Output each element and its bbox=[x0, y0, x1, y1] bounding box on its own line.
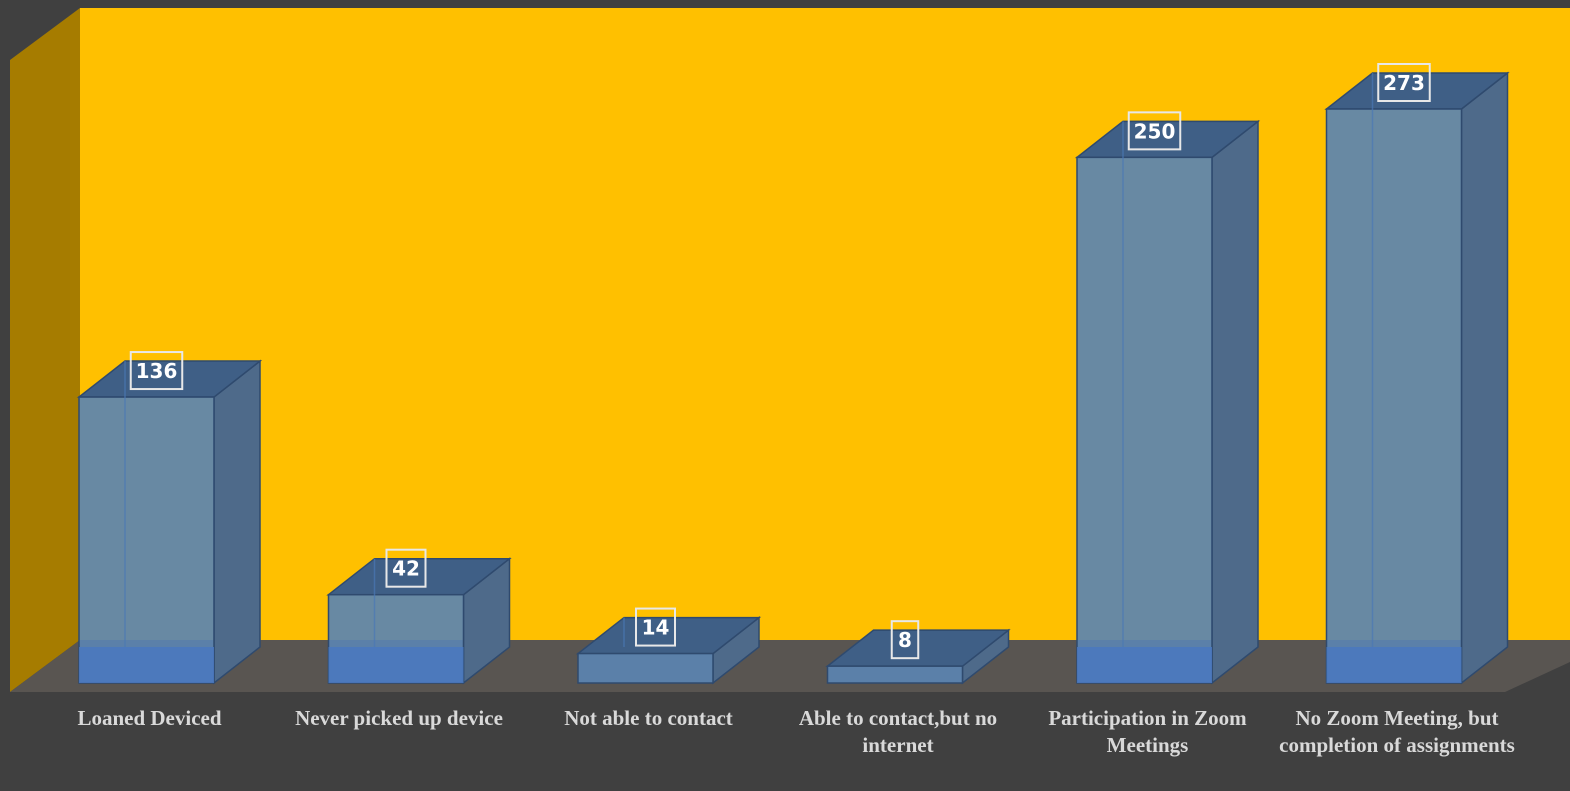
data-label: 250 bbox=[1127, 111, 1182, 151]
data-label-text: 273 bbox=[1383, 71, 1425, 95]
data-label: 136 bbox=[129, 351, 184, 391]
category-label: Not able to contact bbox=[564, 706, 733, 730]
data-label-box bbox=[635, 607, 676, 647]
bar-side bbox=[1460, 71, 1509, 685]
bar-base-shade bbox=[1326, 647, 1462, 683]
bar-5 bbox=[1074, 119, 1261, 685]
bar-base-shade bbox=[328, 647, 464, 683]
bar-front bbox=[577, 652, 714, 684]
data-labels: 136 42 14 8 250 273 bbox=[129, 63, 1431, 660]
bar-front bbox=[826, 665, 964, 684]
data-label-text: 14 bbox=[642, 616, 670, 640]
data-label-text: 136 bbox=[136, 359, 178, 383]
bar-6 bbox=[1324, 71, 1510, 685]
category-label: Participation in Zoom Meetings bbox=[1048, 706, 1247, 757]
bar-front bbox=[78, 396, 215, 684]
data-label-box bbox=[385, 548, 427, 588]
bar-3 bbox=[575, 616, 762, 685]
category-label: Loaned Deviced bbox=[77, 706, 222, 730]
bar-side bbox=[213, 359, 261, 685]
bar-base-shade bbox=[1077, 647, 1212, 683]
category-label: Able to contact,but no internet bbox=[798, 706, 998, 757]
bar-front bbox=[1076, 156, 1213, 684]
data-label-box bbox=[1377, 63, 1431, 102]
bar-2 bbox=[326, 557, 512, 685]
bar-1 bbox=[76, 359, 263, 685]
data-label-text: 42 bbox=[392, 557, 420, 581]
bar-side bbox=[1211, 119, 1259, 685]
bar-base-shade bbox=[79, 647, 214, 683]
data-label: 14 bbox=[635, 607, 676, 647]
data-label-box bbox=[1127, 111, 1182, 151]
data-label-box bbox=[890, 620, 920, 660]
data-label-text: 8 bbox=[898, 628, 912, 652]
category-label: No Zoom Meeting, but completion of assig… bbox=[1279, 706, 1515, 757]
data-label-text: 250 bbox=[1134, 119, 1176, 143]
data-label: 273 bbox=[1377, 63, 1431, 102]
category-label: Never picked up device bbox=[295, 706, 503, 730]
bars bbox=[76, 71, 1510, 685]
data-label: 42 bbox=[385, 548, 427, 588]
data-label: 8 bbox=[890, 620, 920, 660]
side-wall bbox=[10, 8, 80, 692]
data-label-box bbox=[129, 351, 184, 391]
bar-front bbox=[1325, 108, 1463, 684]
